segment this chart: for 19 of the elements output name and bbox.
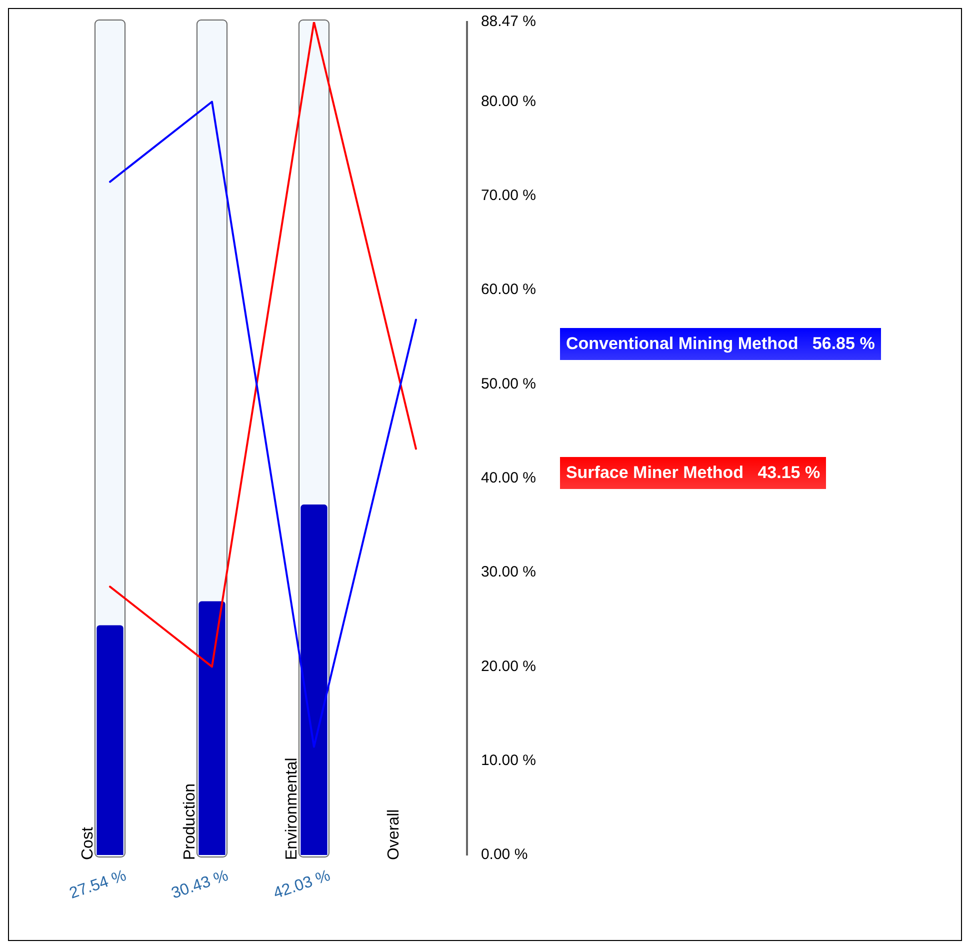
data-label: 30.43 % (169, 867, 230, 902)
text: Conventional Mining Method 56.85 % (566, 334, 875, 353)
y-tick-label: 60.00 % (480, 281, 536, 298)
x-tick-label: Overall (385, 809, 402, 860)
y-tick-label: 10.00 % (480, 752, 536, 769)
y-tick-label: 20.00 % (480, 658, 536, 675)
data-label: 42.03 % (271, 867, 332, 902)
x-tick-label: Cost (79, 826, 96, 860)
x-tick-label: Environmental (283, 758, 300, 860)
text: Surface Miner Method 43.15 % (566, 462, 820, 482)
y-tick-label: 70.00 % (480, 187, 536, 204)
y-tick-label: 88.47 % (480, 13, 536, 30)
y-tick-label: 40.00 % (480, 470, 536, 487)
y-tick-label: 50.00 % (480, 375, 536, 392)
y-tick-label: 0.00 % (480, 846, 528, 864)
data-label: 27.54 % (67, 867, 128, 902)
y-tick-label: 30.00 % (480, 564, 536, 581)
y-tick-label: 80.00 % (480, 92, 536, 110)
x-tick-label: Production (181, 784, 198, 860)
